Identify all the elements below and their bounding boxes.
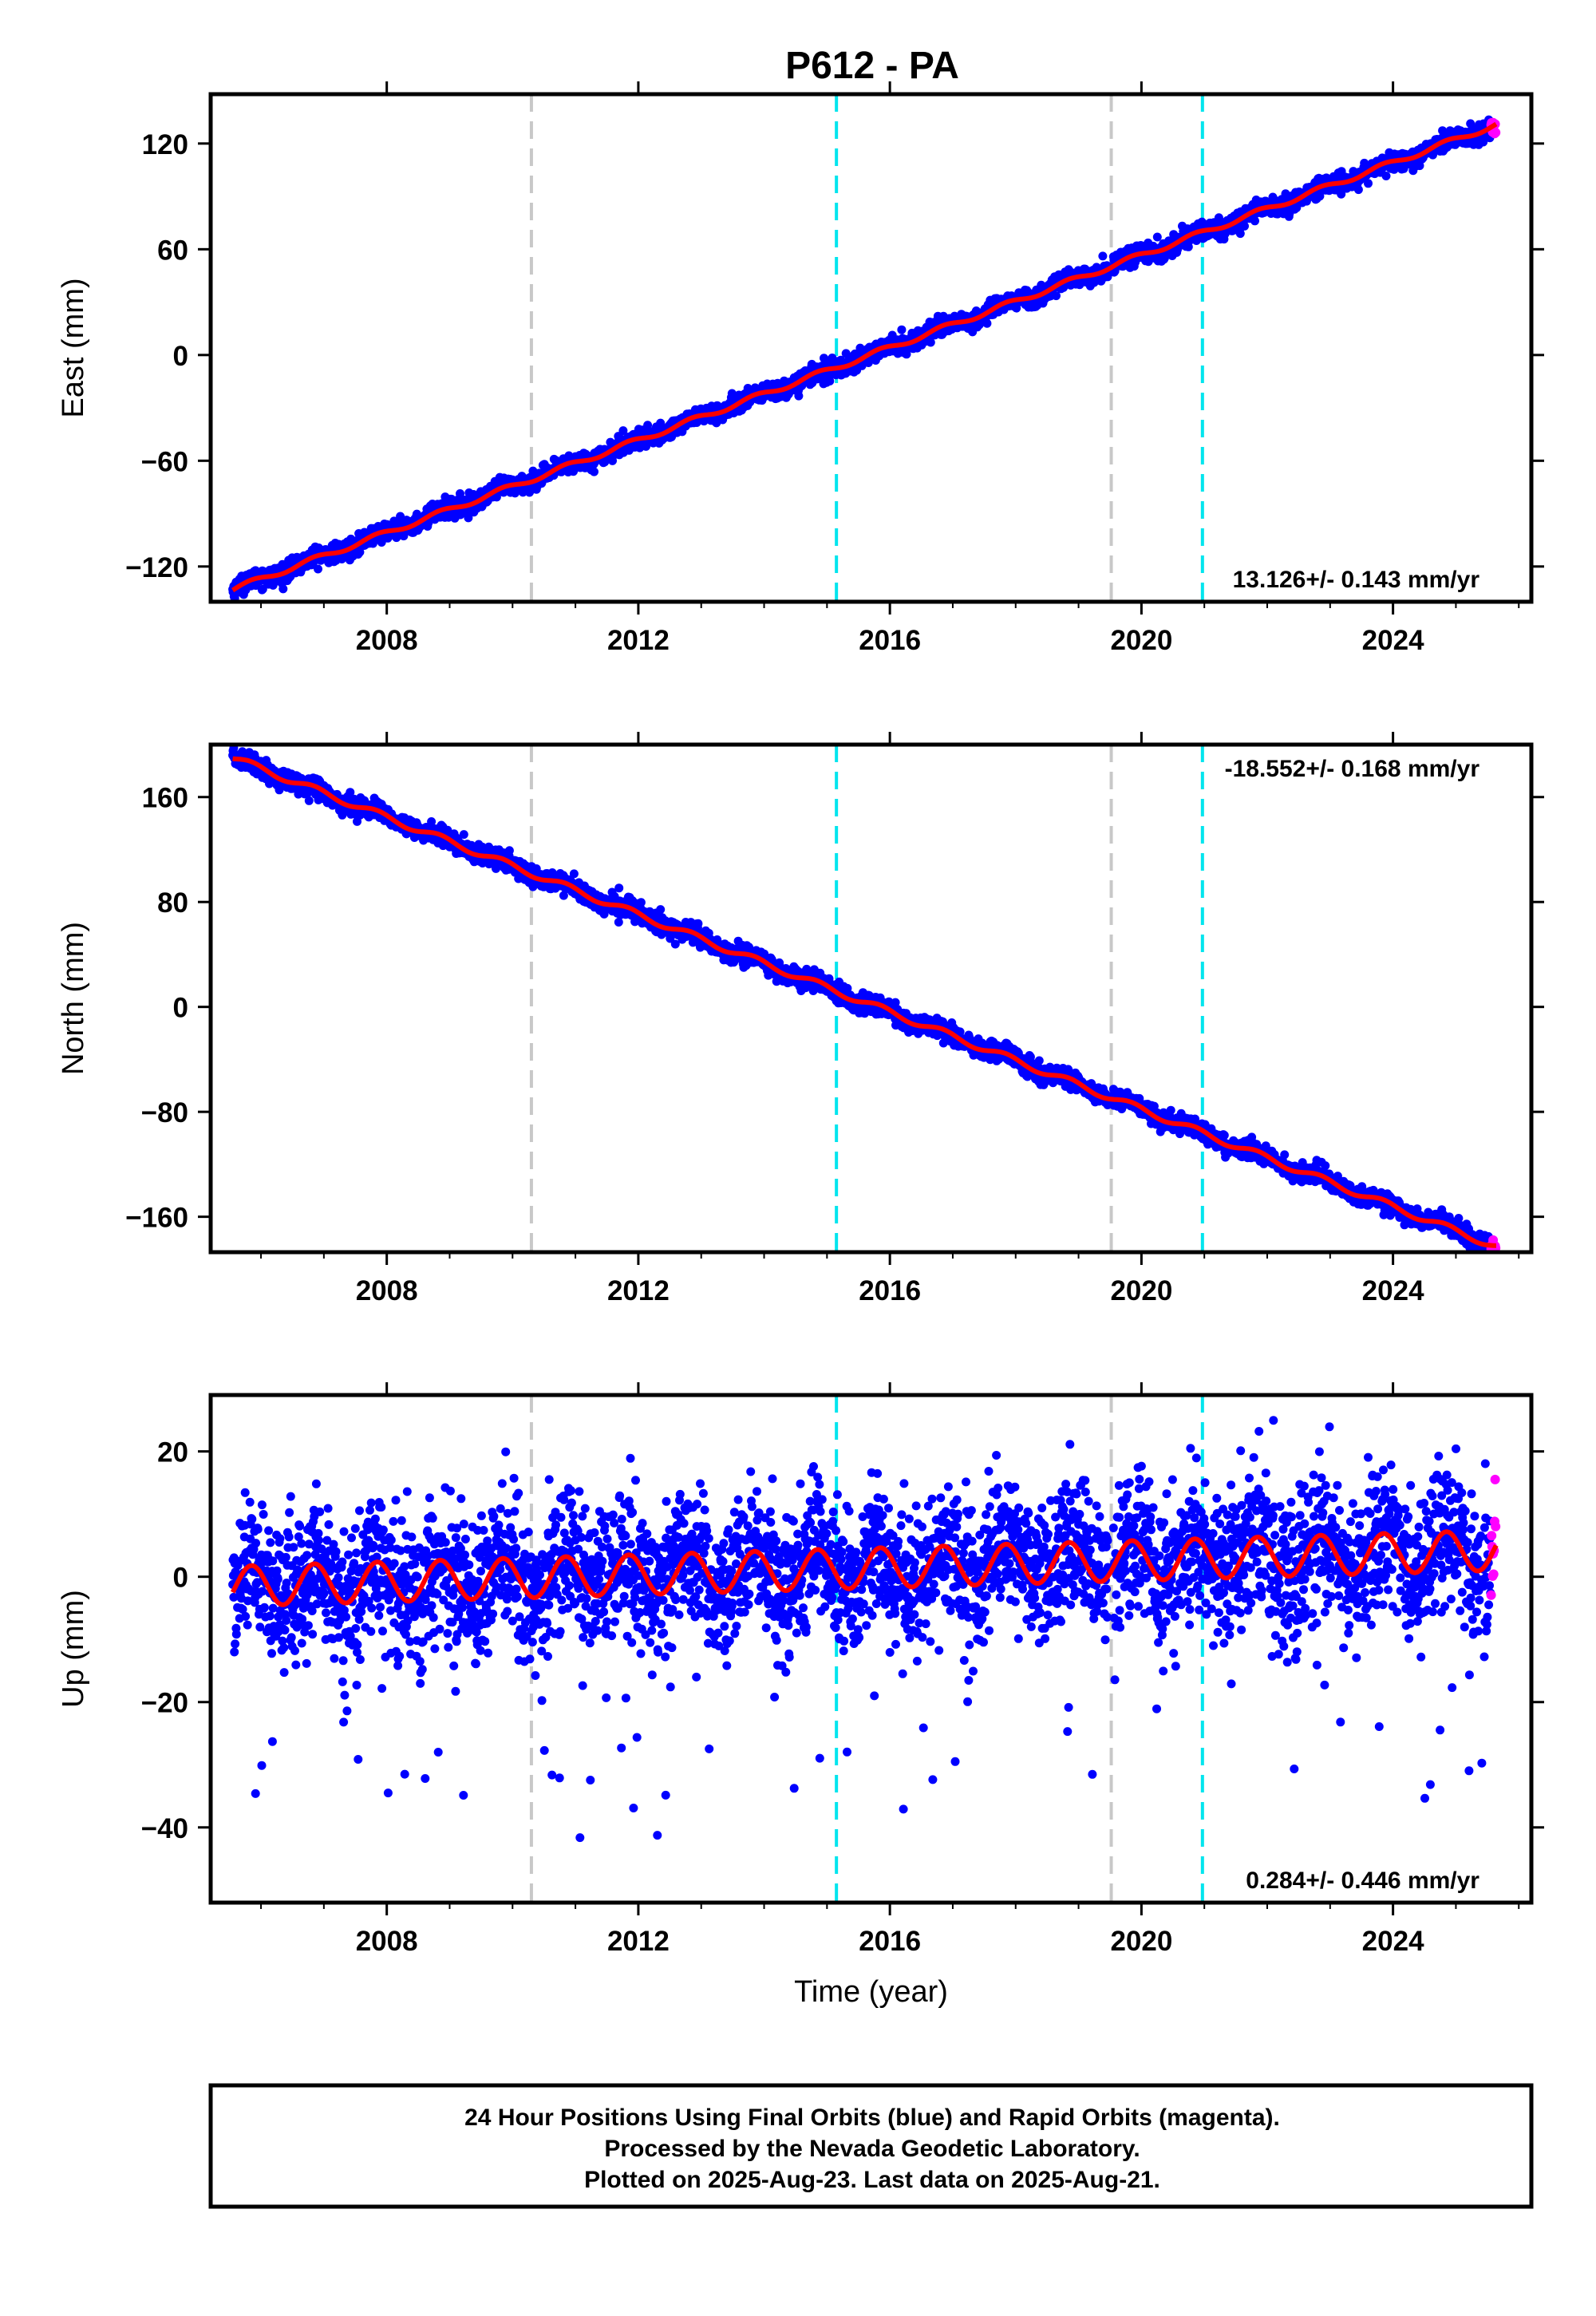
- final-orbit-point: [1353, 185, 1363, 195]
- final-orbit-point: [1315, 192, 1325, 201]
- final-orbit-point: [614, 883, 624, 893]
- final-orbit-point: [794, 391, 804, 401]
- final-orbit-point: [1337, 189, 1346, 199]
- y-tick-label: 60: [157, 235, 188, 266]
- final-orbit-point: [304, 796, 314, 805]
- final-orbit-point: [279, 584, 288, 594]
- final-orbit-point: [1381, 172, 1391, 180]
- final-orbit-point: [504, 846, 514, 856]
- x-tick-label: 2016: [859, 625, 921, 656]
- final-orbit-point: [1103, 272, 1112, 282]
- x-tick-label: 2024: [1362, 625, 1424, 656]
- final-orbit-point: [982, 318, 992, 328]
- chart-title: P612 - PA: [785, 45, 959, 87]
- final-orbit-point: [1250, 216, 1259, 226]
- final-orbit-point: [636, 898, 646, 907]
- final-orbit-point: [902, 350, 911, 359]
- x-tick-label: 2012: [607, 625, 670, 656]
- final-orbit-point: [569, 869, 579, 879]
- plot-area: [228, 94, 1501, 602]
- rapid-orbit-point: [1491, 128, 1501, 138]
- x-tick-label: 2020: [1110, 625, 1172, 656]
- final-orbit-point: [897, 325, 907, 334]
- final-orbit-point: [590, 467, 598, 476]
- final-orbit-point: [1098, 251, 1108, 261]
- y-axis-label: East (mm): [57, 278, 90, 417]
- y-tick-label: −60: [141, 446, 188, 477]
- final-orbit-point: [1364, 179, 1373, 188]
- final-orbit-point: [926, 338, 935, 347]
- final-orbit-point: [618, 426, 628, 436]
- final-orbit-point: [614, 918, 623, 927]
- y-tick-label: −120: [125, 552, 188, 583]
- final-orbit-point: [1052, 291, 1061, 301]
- final-orbit-point: [355, 547, 365, 557]
- final-orbit-point: [1152, 232, 1162, 242]
- final-orbit-point: [314, 564, 322, 574]
- plot-area: [228, 745, 1501, 1252]
- east-panel: 2008 2012 2016 2020 2024 −120 −60 0 60 120 East (m…: [57, 81, 1544, 656]
- rate-label: 13.126+/- 0.143 mm/yr: [1233, 567, 1480, 593]
- final-orbit-point: [459, 830, 468, 840]
- plot-frame: [208, 92, 1534, 604]
- model-fit-line: [231, 121, 1498, 593]
- final-orbit-point: [1415, 161, 1424, 171]
- x-tick-label: 2008: [356, 625, 418, 656]
- y-tick-label: 120: [142, 129, 188, 160]
- final-orbit-point: [656, 905, 666, 915]
- final-orbit-point: [464, 513, 473, 523]
- y-tick-label: 0: [173, 341, 188, 372]
- final-orbit-point: [1240, 221, 1249, 231]
